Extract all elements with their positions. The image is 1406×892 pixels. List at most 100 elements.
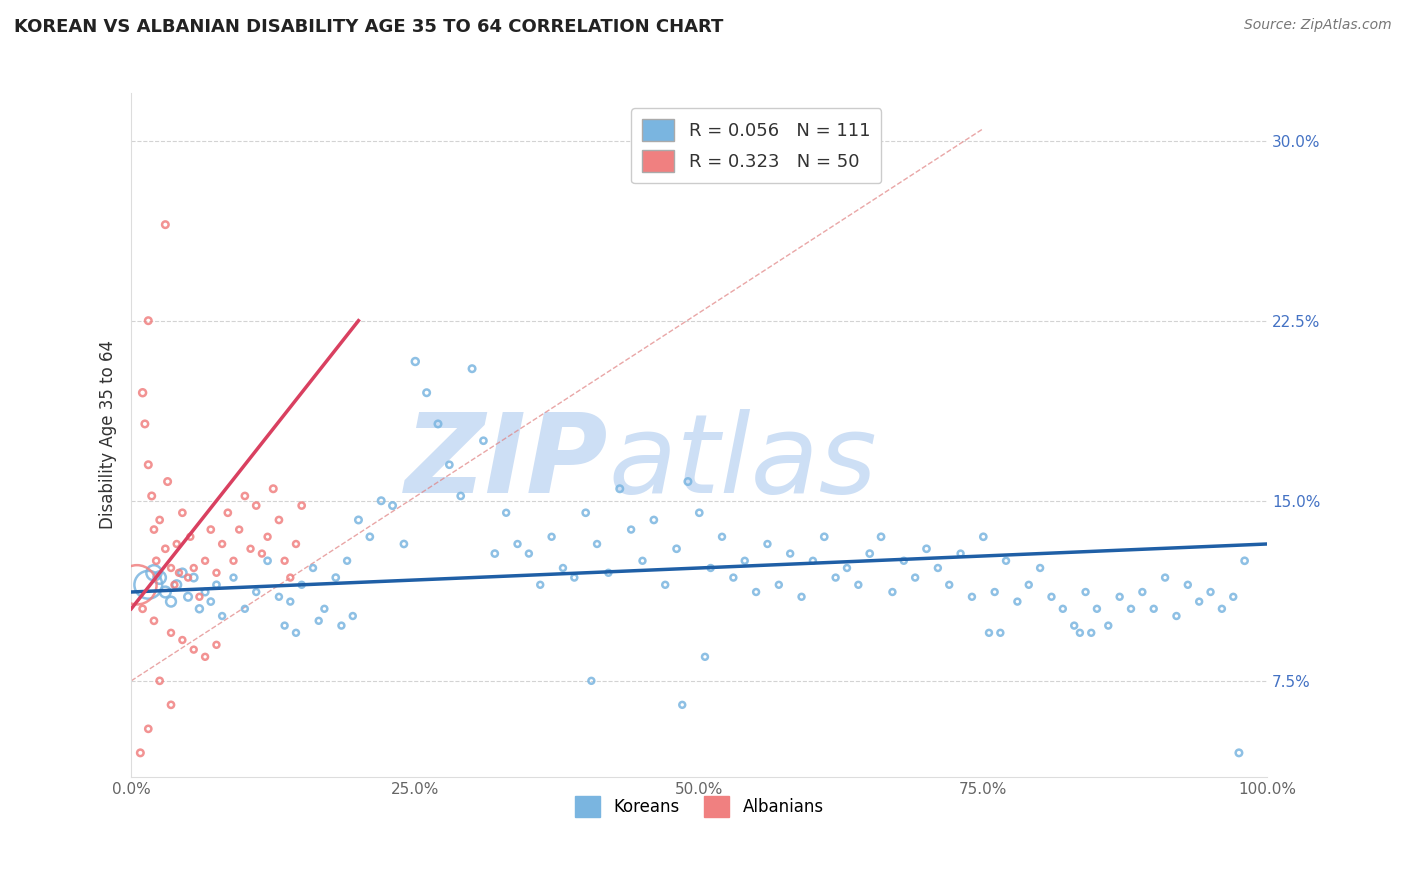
Point (155, 541, 177, 556)
Point (308, 614, 330, 628)
Point (330, 618, 353, 632)
Point (262, 482, 284, 496)
Point (723, 571, 745, 585)
Point (143, 523, 166, 537)
Point (620, 523, 643, 537)
Point (166, 537, 188, 551)
Point (654, 578, 676, 592)
Point (370, 493, 392, 508)
Point (1074, 585, 1097, 599)
Point (450, 489, 472, 503)
Point (222, 571, 245, 585)
Point (461, 361, 484, 376)
Point (846, 578, 869, 592)
Point (291, 499, 314, 513)
Point (693, 649, 716, 664)
Point (581, 673, 603, 688)
Point (211, 609, 233, 624)
Point (927, 561, 949, 575)
Point (342, 609, 364, 624)
Point (988, 625, 1011, 640)
Point (575, 506, 598, 520)
Point (1177, 578, 1199, 592)
Point (200, 594, 222, 608)
Point (779, 547, 801, 561)
Point (245, 585, 267, 599)
Point (177, 590, 200, 604)
Point (688, 506, 710, 520)
Legend: Koreans, Albanians: Koreans, Albanians (568, 789, 831, 823)
Point (517, 547, 540, 561)
Point (285, 625, 308, 640)
Point (711, 530, 734, 544)
Point (205, 578, 228, 592)
Point (1029, 561, 1052, 575)
Point (205, 566, 228, 580)
Point (155, 585, 177, 599)
Point (813, 530, 835, 544)
Point (217, 506, 239, 520)
Text: atlas: atlas (609, 409, 877, 516)
Point (1063, 618, 1085, 632)
Point (233, 602, 256, 616)
Point (233, 489, 256, 503)
Point (129, 746, 152, 760)
Point (347, 513, 370, 527)
Point (938, 578, 960, 592)
Y-axis label: Disability Age 35 to 64: Disability Age 35 to 64 (100, 340, 117, 529)
Point (915, 541, 938, 556)
Point (134, 417, 156, 431)
Point (143, 614, 166, 628)
Point (145, 554, 167, 568)
Point (143, 566, 166, 580)
Point (167, 566, 190, 580)
Point (359, 530, 381, 544)
Point (506, 537, 529, 551)
Point (756, 537, 779, 551)
Point (136, 314, 159, 328)
Point (228, 523, 250, 537)
Point (495, 506, 517, 520)
Point (183, 571, 205, 585)
Point (1007, 594, 1029, 608)
Point (949, 547, 972, 561)
Point (278, 594, 301, 608)
Point (551, 561, 574, 575)
Point (179, 530, 201, 544)
Point (472, 434, 495, 448)
Point (1119, 602, 1142, 616)
Point (291, 578, 314, 592)
Point (211, 537, 233, 551)
Point (149, 513, 172, 527)
Point (156, 475, 179, 489)
Point (256, 554, 278, 568)
Point (598, 566, 620, 580)
Point (188, 590, 211, 604)
Point (267, 590, 290, 604)
Point (1154, 571, 1177, 585)
Point (427, 417, 450, 431)
Point (136, 578, 159, 592)
Point (790, 590, 813, 604)
Point (163, 578, 186, 592)
Point (155, 218, 177, 232)
Point (166, 578, 188, 592)
Point (960, 590, 983, 604)
Point (1199, 585, 1222, 599)
Point (882, 585, 904, 599)
Point (245, 499, 267, 513)
Point (586, 537, 609, 551)
Point (1222, 590, 1244, 604)
Point (404, 354, 426, 368)
Point (194, 554, 217, 568)
Point (131, 602, 153, 616)
Point (529, 578, 551, 592)
Point (768, 578, 790, 592)
Point (183, 642, 205, 657)
Point (1040, 590, 1063, 604)
Point (439, 458, 461, 472)
Point (671, 698, 693, 712)
Point (1227, 746, 1250, 760)
Point (1211, 602, 1233, 616)
Point (893, 554, 915, 568)
